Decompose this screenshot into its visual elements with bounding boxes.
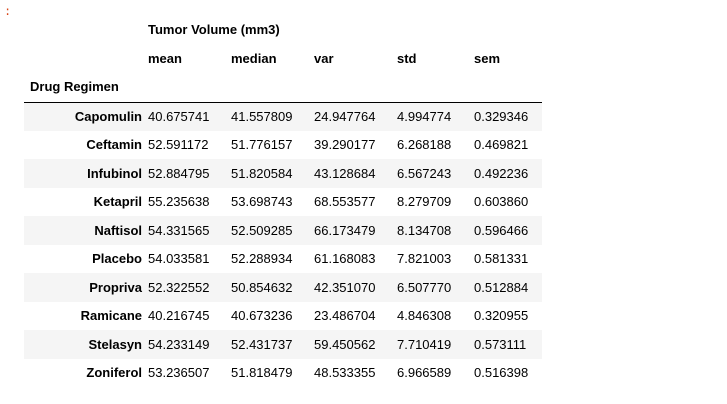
table-row: Naftisol 54.331565 52.509285 66.173479 8.134… (24, 216, 542, 245)
index-header-blank (148, 72, 231, 103)
table-row: Capomulin 40.675741 41.557809 24.947764 4.99… (24, 102, 542, 131)
cell-var: 42.351070 (314, 279, 376, 295)
table-row: Propriva 52.322552 50.854632 42.351070 6.507… (24, 273, 542, 302)
cell-var: 24.947764 (314, 109, 376, 124)
cell-var: 59.450562 (314, 336, 376, 352)
row-label-drug-regimen: Ceftamin (86, 137, 142, 153)
header-row-columns: mean median var std sem (24, 44, 542, 72)
index-header-blank (397, 72, 474, 103)
table-row: Ketapril 55.235638 53.698743 68.553577 8.279… (24, 187, 542, 216)
cell-mean: 55.235638 (148, 194, 210, 210)
cell-sem: 0.329346 (474, 109, 529, 124)
cell-std: 4.846308 (397, 308, 452, 324)
cell-median: 52.509285 (231, 222, 293, 238)
cell-std: 4.994774 (397, 109, 452, 124)
cell-mean: 52.591172 (148, 137, 209, 153)
cell-mean: 54.331565 (148, 222, 210, 238)
column-header-std: std (397, 50, 417, 66)
index-header-blank (314, 72, 397, 103)
cell-mean: 54.233149 (148, 336, 210, 352)
cell-var: 61.168083 (314, 251, 376, 267)
cell-sem: 0.320955 (474, 308, 529, 324)
row-label-drug-regimen: Capomulin (74, 109, 142, 124)
header-row-top: Tumor Volume (mm3) (24, 14, 542, 44)
cell-std: 6.507770 (397, 279, 452, 295)
header-row-index: Drug Regimen (24, 72, 542, 103)
cell-mean: 53.236507 (148, 365, 210, 381)
cell-median: 52.288934 (231, 251, 293, 267)
cell-sem: 0.573111 (474, 336, 527, 352)
table-row: Zoniferol 53.236507 51.818479 48.533355 6.96… (24, 358, 542, 387)
cell-std: 6.268188 (397, 137, 452, 153)
row-label-drug-regimen: Stelasyn (88, 336, 142, 352)
row-label-drug-regimen: Zoniferol (86, 365, 142, 381)
row-label-drug-regimen: Infubinol (87, 165, 142, 181)
table-body: Capomulin 40.675741 41.557809 24.947764 4.99… (24, 102, 542, 387)
cell-std: 8.279709 (397, 194, 452, 210)
cell-mean: 54.033581 (148, 251, 210, 267)
cell-median: 51.818479 (231, 365, 293, 381)
cell-median: 41.557809 (231, 109, 293, 124)
row-label-drug-regimen: Ramicane (80, 308, 142, 324)
cell-std: 7.821003 (397, 251, 452, 267)
table-row: Ceftamin 52.591172 51.776157 39.290177 6.268… (24, 130, 542, 159)
cell-var: 43.128684 (314, 165, 376, 181)
cell-mean: 40.216745 (148, 308, 210, 324)
row-label-drug-regimen: Naftisol (94, 222, 142, 238)
index-header-blank (474, 72, 542, 103)
index-name-header: Drug Regimen (24, 72, 148, 103)
cell-sem: 0.516398 (474, 365, 529, 381)
table-row: Infubinol 52.884795 51.820584 43.128684 6.56… (24, 159, 542, 188)
cell-sem: 0.512884 (474, 279, 529, 295)
cell-var: 23.486704 (314, 308, 376, 324)
table-row: Stelasyn 54.233149 52.431737 59.450562 7.710… (24, 330, 542, 359)
cell-var: 48.533355 (314, 365, 376, 381)
cell-median: 50.854632 (231, 279, 293, 295)
summary-statistics-table: Tumor Volume (mm3) mean median var std s… (24, 14, 542, 387)
cell-mean: 52.884795 (148, 165, 210, 181)
row-label-drug-regimen: Placebo (92, 251, 142, 267)
cell-var: 39.290177 (314, 137, 376, 153)
cell-median: 40.673236 (231, 308, 293, 324)
column-group-header: Tumor Volume (mm3) (148, 21, 280, 37)
cell-median: 53.698743 (231, 194, 293, 210)
row-label-drug-regimen: Ketapril (93, 194, 142, 210)
cell-mean: 52.322552 (148, 279, 210, 295)
cell-std: 6.966589 (397, 365, 452, 381)
cell-std: 7.710419 (397, 336, 452, 352)
cell-sem: 0.596466 (474, 222, 529, 238)
header-corner-cell (24, 14, 148, 44)
cell-mean: 40.675741 (148, 109, 210, 124)
cell-std: 8.134708 (397, 222, 452, 238)
table-row: Placebo 54.033581 52.288934 61.168083 7.8210… (24, 244, 542, 273)
header-blank-cell (24, 44, 148, 72)
index-header-blank (231, 72, 314, 103)
cell-output-prompt: : (4, 5, 12, 19)
cell-sem: 0.603860 (474, 194, 529, 210)
column-header-mean: mean (148, 50, 182, 66)
cell-sem: 0.492236 (474, 165, 529, 181)
cell-var: 68.553577 (314, 194, 376, 210)
column-header-var: var (314, 50, 334, 66)
column-header-median: median (231, 50, 277, 66)
row-label-drug-regimen: Propriva (89, 279, 142, 295)
cell-median: 51.820584 (231, 165, 293, 181)
table-row: Ramicane 40.216745 40.673236 23.486704 4.846… (24, 301, 542, 330)
cell-var: 66.173479 (314, 222, 376, 238)
cell-median: 52.431737 (231, 336, 293, 352)
column-header-sem: sem (474, 50, 501, 66)
cell-median: 51.776157 (231, 137, 293, 153)
cell-sem: 0.469821 (474, 137, 529, 153)
cell-sem: 0.581331 (474, 251, 529, 267)
cell-std: 6.567243 (397, 165, 452, 181)
